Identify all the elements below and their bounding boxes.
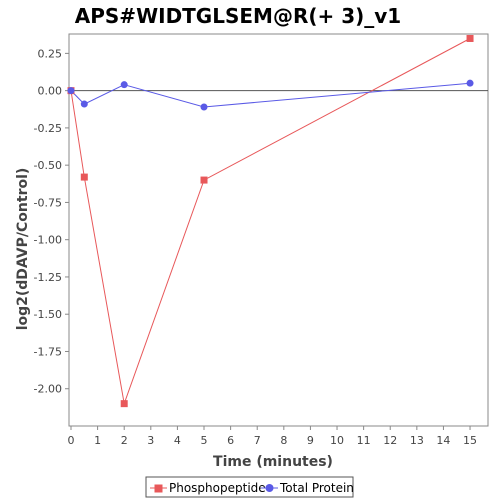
x-tick-label: 14 xyxy=(436,434,450,447)
y-tick-label: -0.25 xyxy=(34,122,62,135)
y-tick-label: -1.25 xyxy=(34,271,62,284)
x-tick-label: 4 xyxy=(174,434,181,447)
legend-phospho-label: Phosphopeptide xyxy=(169,481,266,495)
legend-total-marker xyxy=(265,484,274,492)
total-protein-point xyxy=(120,81,128,89)
legend: Phosphopeptide Total Protein xyxy=(145,476,354,498)
total-protein-point xyxy=(466,79,474,87)
x-tick-label: 11 xyxy=(357,434,371,447)
chart-title: APS#WIDTGLSEM@R(+ 3)_v1 xyxy=(75,4,401,28)
phosphopeptide-point xyxy=(80,173,88,181)
total-protein-point xyxy=(80,100,88,108)
legend-total-label: Total Protein xyxy=(279,481,354,495)
x-tick-label: 0 xyxy=(68,434,75,447)
total-protein-point xyxy=(67,87,75,95)
x-axis-label: Time (minutes) xyxy=(213,454,333,470)
x-tick-label: 7 xyxy=(254,434,261,447)
x-tick-label: 5 xyxy=(201,434,208,447)
y-tick-label: -1.00 xyxy=(34,234,62,247)
legend-phospho-marker xyxy=(154,484,163,493)
phosphopeptide-point xyxy=(120,400,128,408)
y-tick-label: 0.00 xyxy=(38,85,63,98)
legend-box xyxy=(145,476,354,498)
phosphopeptide-point xyxy=(466,34,474,42)
x-tick-label: 1 xyxy=(94,434,101,447)
x-tick-label: 13 xyxy=(410,434,424,447)
x-tick-label: 3 xyxy=(147,434,154,447)
x-tick-label: 2 xyxy=(121,434,128,447)
y-tick-label: -1.50 xyxy=(34,308,62,321)
y-axis-label: log2(dDAVP/Control) xyxy=(15,168,31,331)
y-tick-label: 0.25 xyxy=(38,47,63,60)
x-tick-label: 12 xyxy=(383,434,397,447)
series-layer xyxy=(67,34,488,408)
y-tick-label: -0.50 xyxy=(34,159,62,172)
x-tick-label: 10 xyxy=(330,434,344,447)
x-tick-label: 8 xyxy=(280,434,287,447)
plot-area xyxy=(68,33,489,427)
y-tick-label: -0.75 xyxy=(34,196,62,209)
total-protein-point xyxy=(200,103,208,111)
y-axis: 0.25 0.00 -0.25 -0.50 -0.75 -1.00 -1.25 -1.50 -1… xyxy=(34,47,69,396)
x-tick-label: 9 xyxy=(307,434,314,447)
phosphopeptide-point xyxy=(200,176,208,184)
y-tick-label: -2.00 xyxy=(34,383,62,396)
x-tick-label: 15 xyxy=(463,434,477,447)
x-axis: 0 1 2 3 4 5 6 7 8 9 10 11 12 13 14 15 xyxy=(68,426,477,447)
x-tick-label: 6 xyxy=(227,434,234,447)
y-tick-label: -1.75 xyxy=(34,345,62,358)
